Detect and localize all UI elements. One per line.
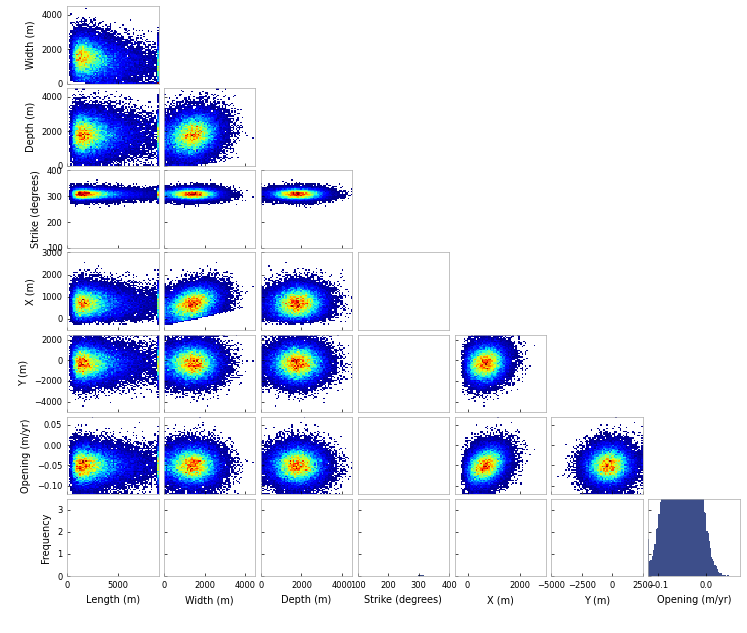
Bar [669, 365, 670, 576]
Bar [695, 391, 696, 576]
Bar [686, 251, 687, 576]
Bar [651, 556, 653, 576]
Bar [648, 539, 649, 576]
Bar [660, 502, 661, 576]
Y-axis label: Width (m): Width (m) [26, 21, 36, 70]
Bar [684, 250, 685, 576]
Bar [654, 544, 655, 576]
Bar [657, 528, 658, 576]
Bar [673, 306, 675, 576]
Bar [702, 488, 703, 576]
Bar [714, 565, 716, 576]
Bar [722, 575, 724, 576]
Bar [671, 328, 672, 576]
Y-axis label: X (m): X (m) [25, 278, 36, 304]
Y-axis label: Opening (m/yr): Opening (m/yr) [22, 418, 31, 492]
Y-axis label: Strike (degrees): Strike (degrees) [31, 170, 41, 248]
Bar [707, 533, 709, 576]
Bar [690, 316, 692, 576]
Bar [703, 496, 704, 576]
Bar [678, 256, 679, 576]
Bar [719, 573, 720, 576]
Bar [710, 548, 711, 576]
Bar [692, 355, 694, 576]
Bar [677, 237, 678, 576]
Bar [727, 575, 728, 576]
Bar [679, 234, 681, 576]
X-axis label: Width (m): Width (m) [185, 596, 234, 605]
Bar [666, 409, 668, 576]
Bar [724, 575, 725, 576]
Bar [661, 498, 662, 576]
Bar [675, 249, 677, 576]
Bar [718, 572, 719, 576]
Bar [687, 248, 688, 576]
Bar [664, 440, 666, 576]
Bar [709, 541, 710, 576]
Bar [653, 550, 654, 576]
Bar [701, 479, 702, 576]
Bar [689, 315, 690, 576]
X-axis label: Depth (m): Depth (m) [282, 596, 332, 605]
Bar [670, 362, 671, 576]
Bar [658, 514, 660, 576]
Bar [681, 247, 683, 576]
Y-axis label: Frequency: Frequency [41, 512, 52, 563]
Bar [711, 557, 712, 576]
Bar [705, 513, 707, 576]
Bar [656, 529, 657, 576]
Bar [688, 281, 689, 576]
X-axis label: Opening (m/yr): Opening (m/yr) [657, 596, 731, 605]
Bar [720, 573, 722, 576]
Bar [655, 544, 656, 576]
Bar [672, 315, 673, 576]
Bar [649, 561, 651, 576]
Bar [713, 561, 714, 576]
Bar [697, 427, 698, 576]
Y-axis label: Depth (m): Depth (m) [26, 102, 36, 152]
X-axis label: X (m): X (m) [487, 596, 514, 605]
Bar [668, 400, 669, 576]
Bar [696, 406, 697, 576]
Bar [698, 444, 700, 576]
Bar [704, 511, 705, 576]
Bar [663, 460, 664, 576]
Bar [685, 254, 686, 576]
X-axis label: Length (m): Length (m) [86, 596, 140, 605]
Y-axis label: Y (m): Y (m) [19, 360, 29, 386]
X-axis label: Y (m): Y (m) [584, 596, 610, 605]
X-axis label: Strike (degrees): Strike (degrees) [365, 596, 442, 605]
Bar [712, 559, 713, 576]
Bar [683, 253, 684, 576]
Bar [700, 467, 701, 576]
Bar [716, 569, 718, 576]
Bar [694, 377, 695, 576]
Bar [662, 468, 663, 576]
